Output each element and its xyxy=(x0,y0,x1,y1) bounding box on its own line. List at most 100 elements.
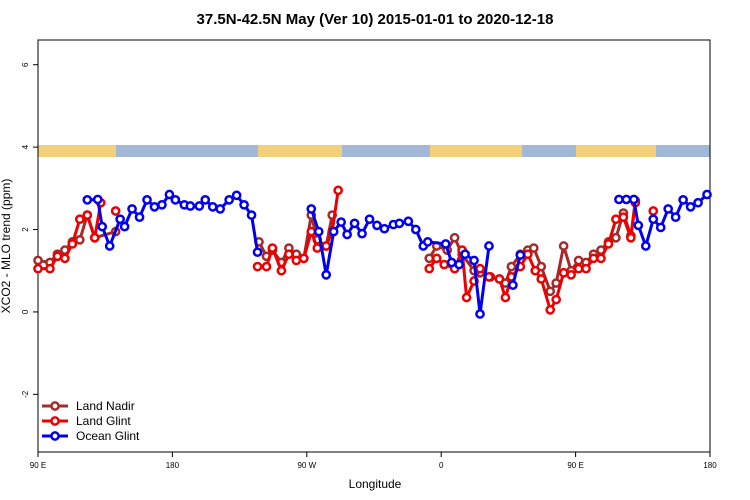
data-point xyxy=(164,189,175,200)
chart-title: 37.5N-42.5N May (Ver 10) 2015-01-01 to 2… xyxy=(197,11,554,28)
data-point xyxy=(372,220,382,231)
data-point xyxy=(685,202,696,212)
data-point xyxy=(74,214,85,225)
data-point xyxy=(611,214,621,225)
data-point xyxy=(357,228,367,239)
data-point xyxy=(33,255,43,266)
data-point xyxy=(92,194,103,205)
data-point xyxy=(246,210,257,220)
x-tick-label: 90 E xyxy=(567,461,583,470)
data-point xyxy=(500,292,511,303)
data-point xyxy=(508,280,518,290)
data-point xyxy=(276,265,287,276)
data-point xyxy=(52,251,63,262)
data-point xyxy=(536,274,547,284)
data-point xyxy=(239,199,249,210)
data-point xyxy=(449,232,460,243)
data-point xyxy=(224,195,234,205)
data-point xyxy=(573,263,584,274)
data-point xyxy=(475,263,485,274)
data-point xyxy=(648,214,659,225)
y-tick-label: 2 xyxy=(21,227,30,232)
data-point xyxy=(475,309,485,319)
data-point xyxy=(89,232,100,243)
data-point xyxy=(349,218,360,229)
data-point xyxy=(231,190,242,201)
data-point xyxy=(461,292,472,303)
land-strip xyxy=(576,145,656,157)
data-point xyxy=(618,212,629,223)
data-point xyxy=(545,286,556,297)
data-point xyxy=(82,195,93,205)
data-point xyxy=(528,243,539,253)
data-point xyxy=(424,253,435,264)
data-point xyxy=(142,195,152,205)
data-point xyxy=(127,204,137,214)
data-point xyxy=(321,241,332,251)
data-point xyxy=(267,243,278,253)
data-point xyxy=(379,223,390,234)
land-strip xyxy=(38,145,116,157)
data-point xyxy=(422,237,433,247)
data-point xyxy=(596,253,606,264)
data-point xyxy=(621,194,632,205)
data-point xyxy=(614,194,624,205)
data-point xyxy=(545,305,556,315)
data-point xyxy=(364,214,375,225)
data-point xyxy=(484,241,494,251)
data-point xyxy=(115,214,125,225)
land-strip xyxy=(258,145,342,157)
data-point xyxy=(558,267,569,278)
data-point xyxy=(291,255,302,266)
data-point xyxy=(460,249,470,260)
data-point xyxy=(633,220,644,231)
y-tick-label: 6 xyxy=(21,62,30,67)
data-point xyxy=(469,255,479,266)
legend-label: Land Glint xyxy=(76,414,131,428)
data-point xyxy=(45,263,55,274)
data-point xyxy=(410,224,421,235)
data-point xyxy=(439,259,450,270)
series-line xyxy=(87,193,709,316)
data-point xyxy=(200,195,211,205)
data-point xyxy=(149,202,160,212)
x-tick-label: 0 xyxy=(439,461,444,470)
data-point xyxy=(342,229,352,240)
data-point xyxy=(628,194,639,205)
data-point xyxy=(67,239,78,249)
data-point xyxy=(313,226,324,237)
legend-swatch-marker xyxy=(50,416,60,426)
legend-swatch-marker xyxy=(50,401,60,411)
data-point xyxy=(693,197,703,208)
legend-label: Land Nadir xyxy=(76,399,135,413)
data-point xyxy=(60,253,70,264)
data-point xyxy=(74,234,85,245)
data-point xyxy=(506,261,517,272)
land-ocean-strip xyxy=(38,145,710,157)
data-point xyxy=(336,217,346,227)
land-strip xyxy=(430,145,522,157)
data-point xyxy=(333,185,344,196)
data-point xyxy=(284,249,294,260)
data-point xyxy=(134,212,145,223)
data-point xyxy=(170,195,181,205)
legend-swatch-marker xyxy=(50,431,60,441)
legend-label: Ocean Glint xyxy=(76,429,140,443)
data-point xyxy=(97,221,108,232)
data-point xyxy=(119,221,130,232)
data-point xyxy=(581,263,591,274)
y-tick-label: 4 xyxy=(21,144,30,149)
data-point xyxy=(403,216,414,227)
data-point xyxy=(185,201,196,211)
x-tick-label: 180 xyxy=(703,461,717,470)
data-point xyxy=(252,247,263,258)
data-point xyxy=(670,212,681,223)
data-point xyxy=(446,257,457,268)
data-point xyxy=(110,206,121,216)
ocean-strip xyxy=(38,145,710,157)
plot-frame xyxy=(37,39,711,453)
y-tick-label: -2 xyxy=(21,390,30,398)
